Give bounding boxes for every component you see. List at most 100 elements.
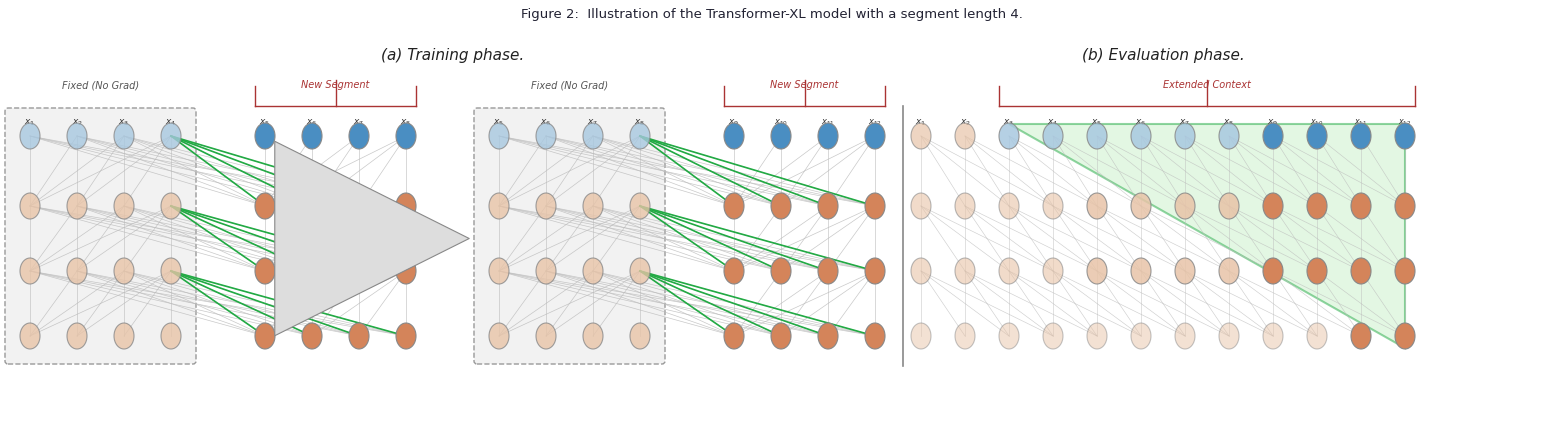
Text: $x_6$: $x_6$ [306, 118, 318, 129]
Ellipse shape [630, 193, 650, 219]
Text: $x_2$: $x_2$ [959, 118, 971, 129]
Text: $x_1$: $x_1$ [916, 118, 926, 129]
Ellipse shape [1087, 123, 1107, 149]
Ellipse shape [114, 123, 134, 149]
Ellipse shape [1351, 123, 1371, 149]
Ellipse shape [911, 258, 931, 284]
Ellipse shape [584, 258, 604, 284]
Ellipse shape [770, 323, 791, 349]
Ellipse shape [1308, 123, 1326, 149]
Ellipse shape [255, 323, 275, 349]
Ellipse shape [956, 123, 974, 149]
Ellipse shape [536, 323, 556, 349]
Ellipse shape [865, 193, 885, 219]
Ellipse shape [1263, 258, 1283, 284]
Ellipse shape [1087, 193, 1107, 219]
Ellipse shape [1175, 323, 1195, 349]
Ellipse shape [911, 323, 931, 349]
Ellipse shape [1394, 193, 1414, 219]
Ellipse shape [584, 193, 604, 219]
Ellipse shape [255, 258, 275, 284]
Ellipse shape [1308, 193, 1326, 219]
Text: Fixed (No Grad): Fixed (No Grad) [531, 81, 608, 91]
Text: $x_4$: $x_4$ [165, 118, 176, 129]
Ellipse shape [66, 323, 86, 349]
Ellipse shape [1044, 323, 1062, 349]
Ellipse shape [999, 323, 1019, 349]
Ellipse shape [1308, 323, 1326, 349]
Ellipse shape [1175, 123, 1195, 149]
Ellipse shape [724, 193, 744, 219]
Ellipse shape [349, 323, 369, 349]
Ellipse shape [1394, 258, 1414, 284]
Text: Figure 2:  Illustration of the Transformer-XL model with a segment length 4.: Figure 2: Illustration of the Transforme… [520, 8, 1024, 21]
Ellipse shape [395, 323, 415, 349]
Ellipse shape [1132, 323, 1150, 349]
Ellipse shape [865, 323, 885, 349]
Text: New Segment: New Segment [301, 80, 369, 90]
Ellipse shape [584, 123, 604, 149]
Text: $x_{10}$: $x_{10}$ [774, 118, 787, 129]
Ellipse shape [536, 193, 556, 219]
Ellipse shape [114, 193, 134, 219]
Text: $x_{10}$: $x_{10}$ [1311, 118, 1323, 129]
Ellipse shape [489, 193, 510, 219]
Ellipse shape [770, 258, 791, 284]
Ellipse shape [999, 193, 1019, 219]
Ellipse shape [1087, 258, 1107, 284]
Text: $x_5$: $x_5$ [494, 118, 505, 129]
Text: New Segment: New Segment [770, 80, 838, 90]
Ellipse shape [1087, 323, 1107, 349]
Text: $x_1$: $x_1$ [25, 118, 36, 129]
Text: $x_4$: $x_4$ [1047, 118, 1059, 129]
Ellipse shape [724, 123, 744, 149]
Ellipse shape [20, 123, 40, 149]
Text: $x_7$: $x_7$ [1180, 118, 1190, 129]
Ellipse shape [1220, 123, 1238, 149]
Text: $x_{11}$: $x_{11}$ [821, 118, 835, 129]
Text: $x_5$: $x_5$ [259, 118, 270, 129]
Ellipse shape [303, 123, 323, 149]
Ellipse shape [20, 193, 40, 219]
Ellipse shape [395, 193, 415, 219]
Ellipse shape [818, 323, 838, 349]
Ellipse shape [114, 258, 134, 284]
Ellipse shape [818, 258, 838, 284]
Ellipse shape [1132, 193, 1150, 219]
Text: $x_3$: $x_3$ [119, 118, 130, 129]
Text: $x_{12}$: $x_{12}$ [868, 118, 882, 129]
Text: $x_7$: $x_7$ [587, 118, 599, 129]
Ellipse shape [724, 323, 744, 349]
Ellipse shape [956, 323, 974, 349]
Ellipse shape [584, 323, 604, 349]
Ellipse shape [770, 193, 791, 219]
Ellipse shape [1044, 193, 1062, 219]
Text: $x_{12}$: $x_{12}$ [1399, 118, 1411, 129]
Ellipse shape [911, 193, 931, 219]
Ellipse shape [1308, 258, 1326, 284]
Ellipse shape [1394, 123, 1414, 149]
Ellipse shape [1044, 258, 1062, 284]
Ellipse shape [818, 193, 838, 219]
Ellipse shape [536, 258, 556, 284]
Ellipse shape [1044, 123, 1062, 149]
Ellipse shape [1394, 323, 1414, 349]
Ellipse shape [1351, 258, 1371, 284]
Ellipse shape [349, 258, 369, 284]
Ellipse shape [255, 123, 275, 149]
Ellipse shape [489, 323, 510, 349]
Text: (a) Training phase.: (a) Training phase. [381, 48, 523, 63]
Ellipse shape [114, 323, 134, 349]
Ellipse shape [66, 123, 86, 149]
Text: Extended Context: Extended Context [1163, 80, 1251, 90]
Ellipse shape [489, 123, 510, 149]
FancyBboxPatch shape [5, 108, 196, 364]
Ellipse shape [20, 323, 40, 349]
Ellipse shape [395, 258, 415, 284]
Text: $x_5$: $x_5$ [1092, 118, 1102, 129]
Ellipse shape [303, 323, 323, 349]
Ellipse shape [630, 258, 650, 284]
Ellipse shape [161, 323, 181, 349]
Ellipse shape [1220, 258, 1238, 284]
Ellipse shape [999, 123, 1019, 149]
